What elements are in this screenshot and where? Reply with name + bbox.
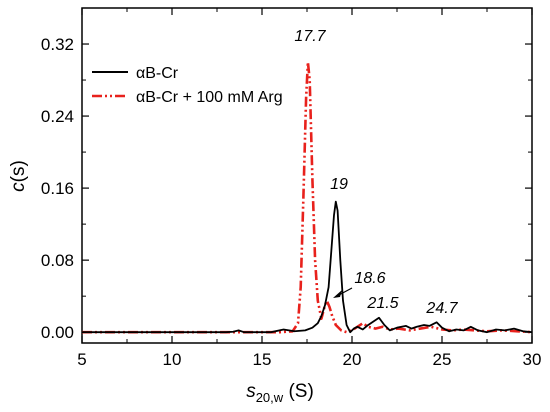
x-tick-label: 5 [77,350,86,369]
annotation-peak-24-7: 24.7 [425,300,458,317]
x-axis-title-main: s [246,381,256,402]
arrow-18-6 [333,287,353,298]
x-axis-title-unit: (S) [283,381,314,402]
x-tick-label: 15 [253,350,272,369]
y-tick-label: 0.16 [41,179,74,198]
annotation-peak-21-5: 21.5 [366,295,398,312]
annotation-peak-18-6: 18.6 [354,270,385,287]
series-layer [82,60,533,334]
legend-label-abcr: αB-Cr [136,65,179,82]
y-axis-title-unit: (s) [8,160,29,182]
annotation-peak-19: 19 [330,176,348,193]
x-tick-label: 25 [433,350,452,369]
x-axis-title: s20,w (S) [246,381,314,405]
y-axis-title: c(s) [8,160,29,192]
y-axis-title-main: c [8,182,29,192]
arrow-head-icon [333,290,342,298]
x-axis-title-sub: 20,w [256,390,284,405]
series-line-abcr [82,200,533,334]
x-tick-label: 20 [343,350,362,369]
legend: αB-Cr αB-Cr + 100 mM Arg [92,65,283,106]
x-tick-label: 10 [163,350,182,369]
y-tick-label: 0.08 [41,251,74,270]
y-tick-label: 0.24 [41,107,74,126]
axis-ticks: 5 10 15 20 25 30 0.00 0.08 0.16 0.24 0.32 [41,8,542,369]
y-tick-label: 0.00 [41,323,74,342]
series-line-abcr-arg [82,60,533,334]
plot-frame [81,7,533,344]
legend-label-abcr-arg: αB-Cr + 100 mM Arg [136,89,283,106]
annotation-peak-17-7: 17.7 [294,28,326,45]
x-tick-label: 30 [523,350,542,369]
y-tick-label: 0.32 [41,35,74,54]
